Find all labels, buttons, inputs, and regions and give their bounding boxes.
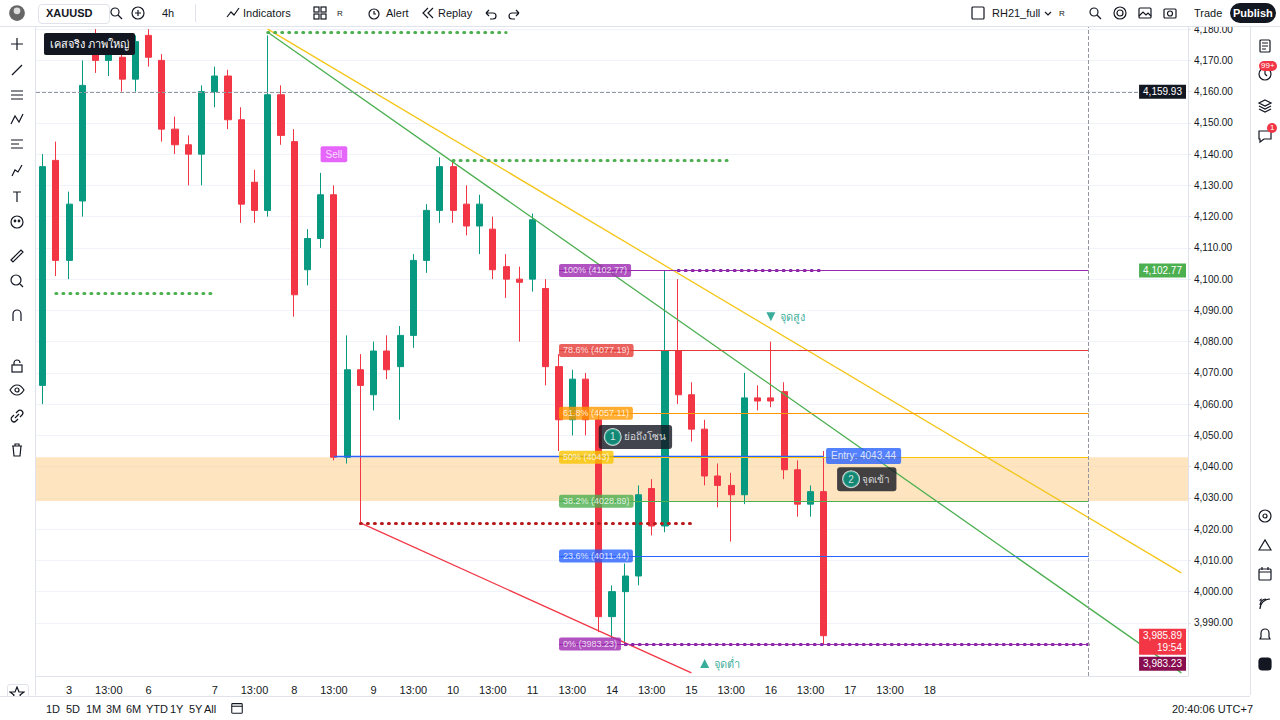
svg-text:0% (3983.23): 0% (3983.23) <box>563 639 617 649</box>
svg-text:50% (4043): 50% (4043) <box>563 452 610 462</box>
svg-text:4,080.00: 4,080.00 <box>1194 336 1233 347</box>
svg-text:ย่อถึงโซน: ย่อถึงโซน <box>624 430 666 442</box>
svg-text:17: 17 <box>844 684 856 696</box>
html-text:99+: 99+ <box>1261 61 1275 70</box>
svg-text:13:00: 13:00 <box>638 684 666 696</box>
svg-text:78.6% (4077.19): 78.6% (4077.19) <box>563 345 630 355</box>
svg-text:4,120.00: 4,120.00 <box>1194 211 1233 222</box>
svg-text:13:00: 13:00 <box>559 684 587 696</box>
html-text:5Y All: 5Y All <box>189 703 217 715</box>
svg-text:4,180.00: 4,180.00 <box>1194 23 1233 35</box>
svg-text:3,983.23: 3,983.23 <box>1143 658 1182 669</box>
html-text:RH21_full: RH21_full <box>992 7 1041 19</box>
svg-text:10: 10 <box>447 684 459 696</box>
svg-text:61.8% (4057.11): 61.8% (4057.11) <box>563 408 629 418</box>
svg-text:4,160.00: 4,160.00 <box>1194 86 1233 97</box>
svg-text:4,020.00: 4,020.00 <box>1194 524 1233 535</box>
svg-text:11: 11 <box>527 684 538 696</box>
svg-text:4,130.00: 4,130.00 <box>1194 180 1233 191</box>
svg-text:3: 3 <box>66 684 72 696</box>
svg-text:8: 8 <box>291 684 297 696</box>
svg-text:13:00: 13:00 <box>876 684 904 696</box>
html-text:4h: 4h <box>162 7 175 19</box>
svg-text:3,985.89: 3,985.89 <box>1143 630 1182 641</box>
svg-text:4,159.93: 4,159.93 <box>1143 86 1182 97</box>
svg-text:4,170.00: 4,170.00 <box>1194 55 1233 66</box>
html-text:R: R <box>1059 9 1065 18</box>
svg-text:4,010.00: 4,010.00 <box>1194 555 1233 566</box>
html-text:เคสจริง ภาพใหญ่: เคสจริง ภาพใหญ่ <box>50 38 130 50</box>
svg-text:13:00: 13:00 <box>241 684 269 696</box>
html-text:XAUUSD: XAUUSD <box>46 7 93 19</box>
svg-text:9: 9 <box>371 684 377 696</box>
html-text:5D: 5D <box>66 703 81 715</box>
svg-text:6: 6 <box>145 684 151 696</box>
html-text:Replay: Replay <box>438 7 473 19</box>
svg-text:4,040.00: 4,040.00 <box>1194 461 1233 472</box>
svg-text:4,102.77: 4,102.77 <box>1143 265 1182 276</box>
html-text:Publish: Publish <box>1233 7 1273 19</box>
svg-text:Entry: 4043.44: Entry: 4043.44 <box>831 450 896 461</box>
svg-text:4,050.00: 4,050.00 <box>1194 430 1233 441</box>
svg-text:7: 7 <box>212 684 218 696</box>
svg-text:100% (4102.77): 100% (4102.77) <box>563 265 627 275</box>
svg-text:Sell: Sell <box>326 149 343 160</box>
svg-text:จุดสูง: จุดสูง <box>780 311 805 324</box>
svg-text:4,110.00: 4,110.00 <box>1194 242 1233 253</box>
svg-text:13:00: 13:00 <box>95 684 123 696</box>
svg-text:4,150.00: 4,150.00 <box>1194 117 1233 128</box>
svg-text:16: 16 <box>765 684 777 696</box>
svg-text:13:00: 13:00 <box>320 684 348 696</box>
svg-text:4,000.00: 4,000.00 <box>1194 586 1233 597</box>
svg-text:23.6% (4011.44): 23.6% (4011.44) <box>563 551 629 561</box>
svg-text:4,100.00: 4,100.00 <box>1194 274 1233 285</box>
html-text:Indicators: Indicators <box>243 7 291 19</box>
svg-text:13:00: 13:00 <box>479 684 507 696</box>
svg-text:4,030.00: 4,030.00 <box>1194 492 1233 503</box>
html-text:R: R <box>337 9 343 18</box>
svg-text:13:00: 13:00 <box>717 684 745 696</box>
html-text:20:40:06 UTC+7: 20:40:06 UTC+7 <box>1172 703 1253 715</box>
svg-text:38.2% (4028.89): 38.2% (4028.89) <box>563 496 630 506</box>
svg-text:18: 18 <box>924 684 936 696</box>
svg-text:19:54: 19:54 <box>1157 642 1182 653</box>
html-text:1D: 1D <box>46 703 61 715</box>
svg-text:3,990.00: 3,990.00 <box>1194 617 1233 628</box>
svg-text:จุดต่ำ: จุดต่ำ <box>714 656 740 671</box>
svg-text:4,140.00: 4,140.00 <box>1194 149 1233 160</box>
svg-text:1: 1 <box>610 431 616 442</box>
html-text:Alert: Alert <box>386 7 409 19</box>
svg-text:4,060.00: 4,060.00 <box>1194 399 1233 410</box>
html-text:Trade: Trade <box>1194 7 1223 19</box>
svg-text:4,070.00: 4,070.00 <box>1194 367 1233 378</box>
svg-text:จุดเข้า: จุดเข้า <box>862 474 890 486</box>
html-text:1: 1 <box>1270 123 1275 132</box>
svg-text:2: 2 <box>848 474 854 485</box>
svg-text:14: 14 <box>606 684 618 696</box>
svg-text:4,090.00: 4,090.00 <box>1194 305 1233 316</box>
html-text:1M 3M 6M YTD 1Y: 1M 3M 6M YTD 1Y <box>86 703 184 715</box>
svg-text:15: 15 <box>685 684 697 696</box>
svg-text:13:00: 13:00 <box>400 684 428 696</box>
svg-text:13:00: 13:00 <box>797 684 825 696</box>
